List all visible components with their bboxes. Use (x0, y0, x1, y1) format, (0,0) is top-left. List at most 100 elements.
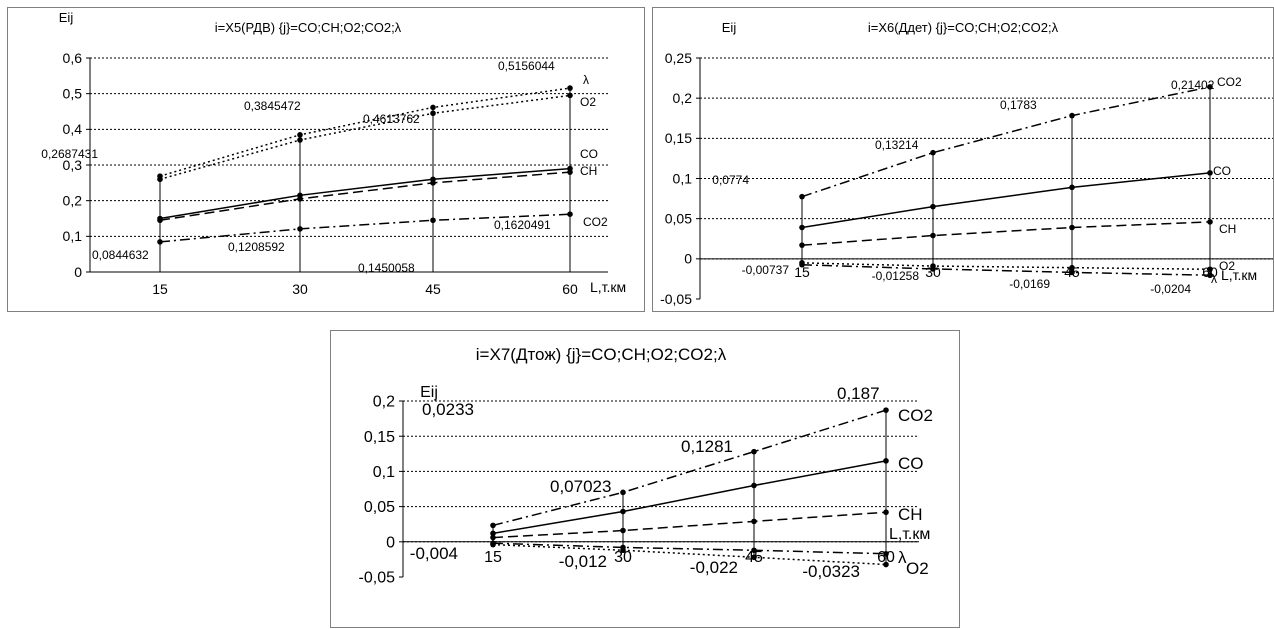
x-tick-label: 60 (877, 549, 895, 566)
point-ch (620, 527, 626, 534)
y-tick-label: 0,15 (364, 429, 395, 446)
point-co2 (430, 217, 436, 224)
data-label: 0,1208592 (228, 240, 285, 254)
x-tick-label: 45 (425, 281, 441, 297)
point-co2 (1207, 84, 1213, 90)
data-label: -0,0204 (1150, 282, 1191, 296)
point-lambda (799, 261, 805, 268)
chart-title: i=X7(Дтож) {j}=CO;CH;O2;CO2;λ (476, 345, 727, 364)
point-ch (1069, 224, 1075, 231)
data-label: 0,1450058 (358, 261, 415, 275)
data-label: 0,0233 (422, 400, 474, 419)
point-lambda (883, 550, 889, 557)
series-line-lambda (159, 87, 571, 177)
point-lambda (430, 104, 436, 111)
series-name-co: CO (898, 454, 924, 473)
point-co (490, 530, 496, 537)
point-co2 (751, 448, 757, 455)
series-line-o2 (801, 262, 1211, 271)
point-co2 (297, 226, 303, 232)
point-lambda (567, 85, 573, 91)
data-label: 0,2687431 (41, 147, 98, 161)
point-o2 (883, 561, 889, 568)
series-line-co (159, 167, 571, 220)
data-label: 0,4613762 (363, 112, 420, 126)
y-tick-label: 0,15 (665, 130, 692, 146)
x-tick-label: 15 (152, 281, 168, 297)
series-line-lambda (801, 264, 1211, 276)
x-axis-label: L,т.км (1221, 267, 1257, 283)
point-o2 (751, 554, 757, 561)
data-label: -0,0323 (802, 562, 860, 581)
point-lambda (930, 266, 936, 272)
data-label: -0,022 (690, 558, 738, 577)
point-co2 (157, 239, 163, 245)
x-axis-label: L,т.км (889, 526, 930, 543)
point-co (620, 508, 626, 515)
data-label: 0,1281 (681, 437, 733, 456)
x-tick-label: 30 (614, 549, 632, 566)
y-tick-label: 0,1 (63, 228, 83, 244)
point-o2 (1069, 264, 1075, 271)
point-co (883, 458, 889, 464)
y-tick-label: 0,05 (665, 211, 692, 227)
point-co2 (930, 149, 936, 156)
series-name-co2: CO2 (1217, 75, 1242, 89)
chart-title: i=X6(Ддет) {j}=CO;CH;O2;CO2;λ (868, 20, 1059, 35)
series-name-ch: CH (1219, 222, 1236, 236)
chart-x5-svg: 0 0,1 0,2 0,3 0,4 0,5 0,6 λ O2 CO CH CO2 15 30 45 60 0,2… (41, 10, 626, 297)
x-tick-label: 60 (1202, 264, 1218, 280)
y-tick-label: 0,2 (373, 394, 395, 411)
data-label: -0,0169 (1009, 277, 1050, 291)
chart-x6-svg: -0,05 0 0,05 0,1 0,15 0,2 0,25 CO2 CO CH O2λ 15 30 45… (660, 20, 1273, 307)
x-tick-label: 30 (925, 264, 941, 280)
y-tick-label: 0,4 (63, 121, 83, 137)
chart-title: i=X5(РДВ) {j}=CO;CH;O2;CO2;λ (215, 20, 402, 35)
data-label: 0,187 (837, 384, 880, 403)
point-lambda (751, 547, 757, 554)
chart-panel-x6: -0,05 0 0,05 0,1 0,15 0,2 0,25 CO2 CO CH O2 λ 15 30 45… (652, 7, 1274, 312)
series-line-co2 (801, 86, 1211, 198)
point-lambda (1207, 272, 1213, 279)
point-co (751, 482, 757, 489)
y-tick-label: 0 (684, 251, 692, 267)
data-label: 0,1783 (1000, 98, 1037, 112)
series-line-co (492, 460, 887, 535)
series-line-o2 (492, 543, 887, 566)
point-co (799, 224, 805, 231)
point-ch (751, 518, 757, 525)
data-label: 0,13214 (875, 138, 919, 152)
y-tick-label: 0 (74, 264, 82, 280)
data-label: 0,3845472 (244, 99, 301, 113)
data-label: 0,0774 (712, 173, 749, 187)
point-co (1069, 184, 1075, 191)
x-tick-label: 30 (292, 281, 308, 297)
data-label: -0,004 (410, 544, 458, 563)
series-name-o2: O2 (580, 95, 596, 109)
series-name-co2: CO2 (583, 215, 608, 229)
point-ch (930, 232, 936, 239)
y-tick-label: 0,05 (364, 499, 395, 516)
data-label: 0,5156044 (498, 59, 555, 73)
y-tick-label: 0,25 (665, 50, 692, 66)
data-label: 0,21402 (1171, 78, 1215, 92)
series-name-o2: O2 (1219, 259, 1235, 273)
y-tick-label: 0,1 (673, 170, 693, 186)
series-name-co: CO (1213, 164, 1231, 178)
point-co2 (620, 489, 626, 496)
point-co2 (490, 522, 496, 529)
y-tick-label: 0,2 (673, 90, 693, 106)
y-tick-label: 0,5 (63, 86, 83, 102)
y-axis-label: Eij (722, 20, 737, 35)
series-name-lambda: λ (583, 73, 589, 87)
series-line-co2 (492, 409, 887, 527)
data-label: 0,1620491 (494, 218, 551, 232)
series-name-co2: CO2 (898, 406, 933, 425)
series-name-ch: CH (898, 505, 923, 524)
point-ch (799, 242, 805, 248)
point-co2 (883, 407, 889, 413)
series-line-co2 (159, 213, 571, 243)
y-tick-label: 0,3 (63, 157, 83, 173)
point-ch (567, 169, 573, 175)
x-tick-label: 15 (794, 264, 810, 280)
